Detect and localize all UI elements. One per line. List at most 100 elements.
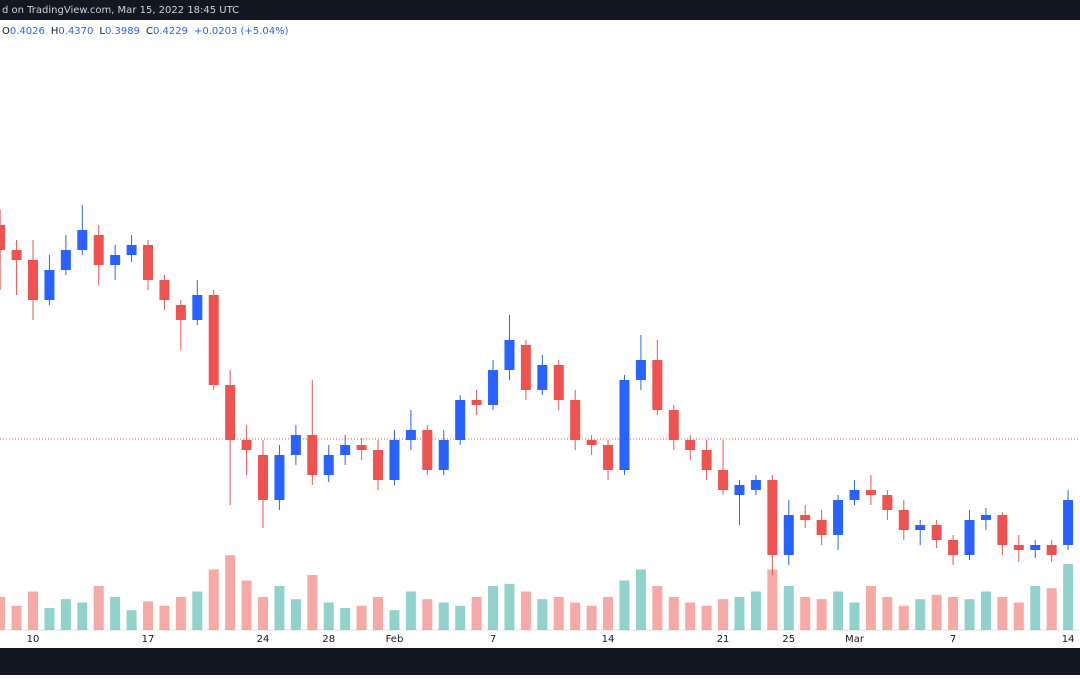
candle-body xyxy=(570,400,581,440)
x-tick-label: Mar xyxy=(845,634,865,645)
candle-body xyxy=(767,480,778,555)
volume-bar xyxy=(997,597,1008,630)
candle-body xyxy=(783,515,794,555)
volume-bar xyxy=(882,597,893,630)
legend-value: 0.4026 xyxy=(10,26,45,37)
candle-body xyxy=(750,480,761,490)
candle-body xyxy=(1030,545,1041,550)
volume-bar xyxy=(44,608,55,630)
candle-body xyxy=(997,515,1008,545)
candle-body xyxy=(340,445,351,455)
candle-body xyxy=(143,245,154,280)
volume-bar xyxy=(28,591,38,630)
volume-bar xyxy=(619,580,630,630)
volume-bar xyxy=(898,605,909,630)
candle-body xyxy=(833,500,844,535)
candle-body xyxy=(258,455,269,500)
candle-body xyxy=(192,295,203,320)
candle-body xyxy=(455,400,466,440)
volume-bar xyxy=(290,599,301,630)
x-tick-label: 24 xyxy=(257,634,270,645)
volume-bar xyxy=(422,599,433,630)
volume-bar xyxy=(488,586,499,630)
volume-bar xyxy=(175,597,186,630)
volume-bar xyxy=(816,599,827,630)
legend-key: H xyxy=(51,26,59,37)
volume-bar xyxy=(208,569,219,630)
volume-bar xyxy=(340,608,351,630)
candle-body xyxy=(1013,545,1024,550)
volume-bar xyxy=(1013,602,1024,630)
candle-body xyxy=(0,225,6,250)
volume-bar xyxy=(537,599,548,630)
candle-body xyxy=(701,450,712,470)
candle-body xyxy=(389,440,400,480)
volume-bar xyxy=(77,602,88,630)
x-tick-label: 10 xyxy=(27,634,40,645)
volume-bar xyxy=(241,580,252,630)
volume-bar xyxy=(0,597,6,630)
volume-bar xyxy=(603,597,614,630)
candle-body xyxy=(405,430,416,440)
candle-body xyxy=(1063,500,1074,545)
volume-bar xyxy=(143,601,154,630)
volume-bar xyxy=(1063,564,1074,630)
candle-body xyxy=(964,520,975,555)
volume-bar xyxy=(405,591,416,630)
volume-bar xyxy=(225,555,236,630)
volume-bar xyxy=(520,591,531,630)
candle-body xyxy=(208,295,219,385)
volume-bar xyxy=(1046,588,1057,630)
volume-bar xyxy=(11,605,22,630)
legend-value: 0.4229 xyxy=(153,26,188,37)
volume-bar xyxy=(685,602,696,630)
candle-body xyxy=(438,440,449,470)
candle-body xyxy=(816,520,827,535)
candle-body xyxy=(373,450,384,480)
candle-body xyxy=(882,495,893,510)
caption: d on TradingView.com, Mar 15, 2022 18:45… xyxy=(2,5,239,16)
x-tick-label: 14 xyxy=(602,634,615,645)
candle-body xyxy=(1046,545,1057,555)
candle-body xyxy=(77,230,88,250)
candle-body xyxy=(11,250,22,260)
candle-body xyxy=(734,485,745,495)
candle-body xyxy=(668,410,679,440)
volume-bar xyxy=(373,597,384,630)
top-bar xyxy=(0,0,1080,20)
legend-value: 0.3989 xyxy=(105,26,140,37)
volume-bar xyxy=(389,610,400,630)
candle-body xyxy=(471,400,482,405)
candle-body xyxy=(520,345,531,390)
volume-bar xyxy=(701,605,712,630)
volume-bar xyxy=(1030,586,1041,630)
volume-bar xyxy=(93,586,104,630)
volume-bar xyxy=(750,591,761,630)
x-tick-label: 28 xyxy=(322,634,335,645)
candle-body xyxy=(175,305,186,320)
candle-body xyxy=(274,455,285,500)
volume-bar xyxy=(980,591,991,630)
candle-body xyxy=(898,510,909,530)
candle-body xyxy=(28,260,38,300)
candle-body xyxy=(537,365,548,390)
candle-body xyxy=(241,440,252,450)
candle-body xyxy=(422,430,433,470)
candle-body xyxy=(60,250,71,270)
candle-body xyxy=(159,280,170,300)
candle-body xyxy=(323,455,334,475)
volume-bar xyxy=(635,569,646,630)
x-tick-label: 14 xyxy=(1062,634,1075,645)
candle-body xyxy=(635,360,646,380)
candle-body xyxy=(619,380,630,470)
volume-bar xyxy=(258,597,269,630)
volume-bar xyxy=(307,575,318,630)
ohlc-legend: O0.4026 H0.4370 L0.3989 C0.4229 +0.0203 (+5.… xyxy=(2,26,289,37)
x-tick-label: 17 xyxy=(142,634,155,645)
volume-bar xyxy=(438,602,449,630)
volume-bar xyxy=(323,602,334,630)
volume-bar xyxy=(356,605,367,630)
volume-bar xyxy=(110,597,121,630)
candle-body xyxy=(931,525,942,540)
